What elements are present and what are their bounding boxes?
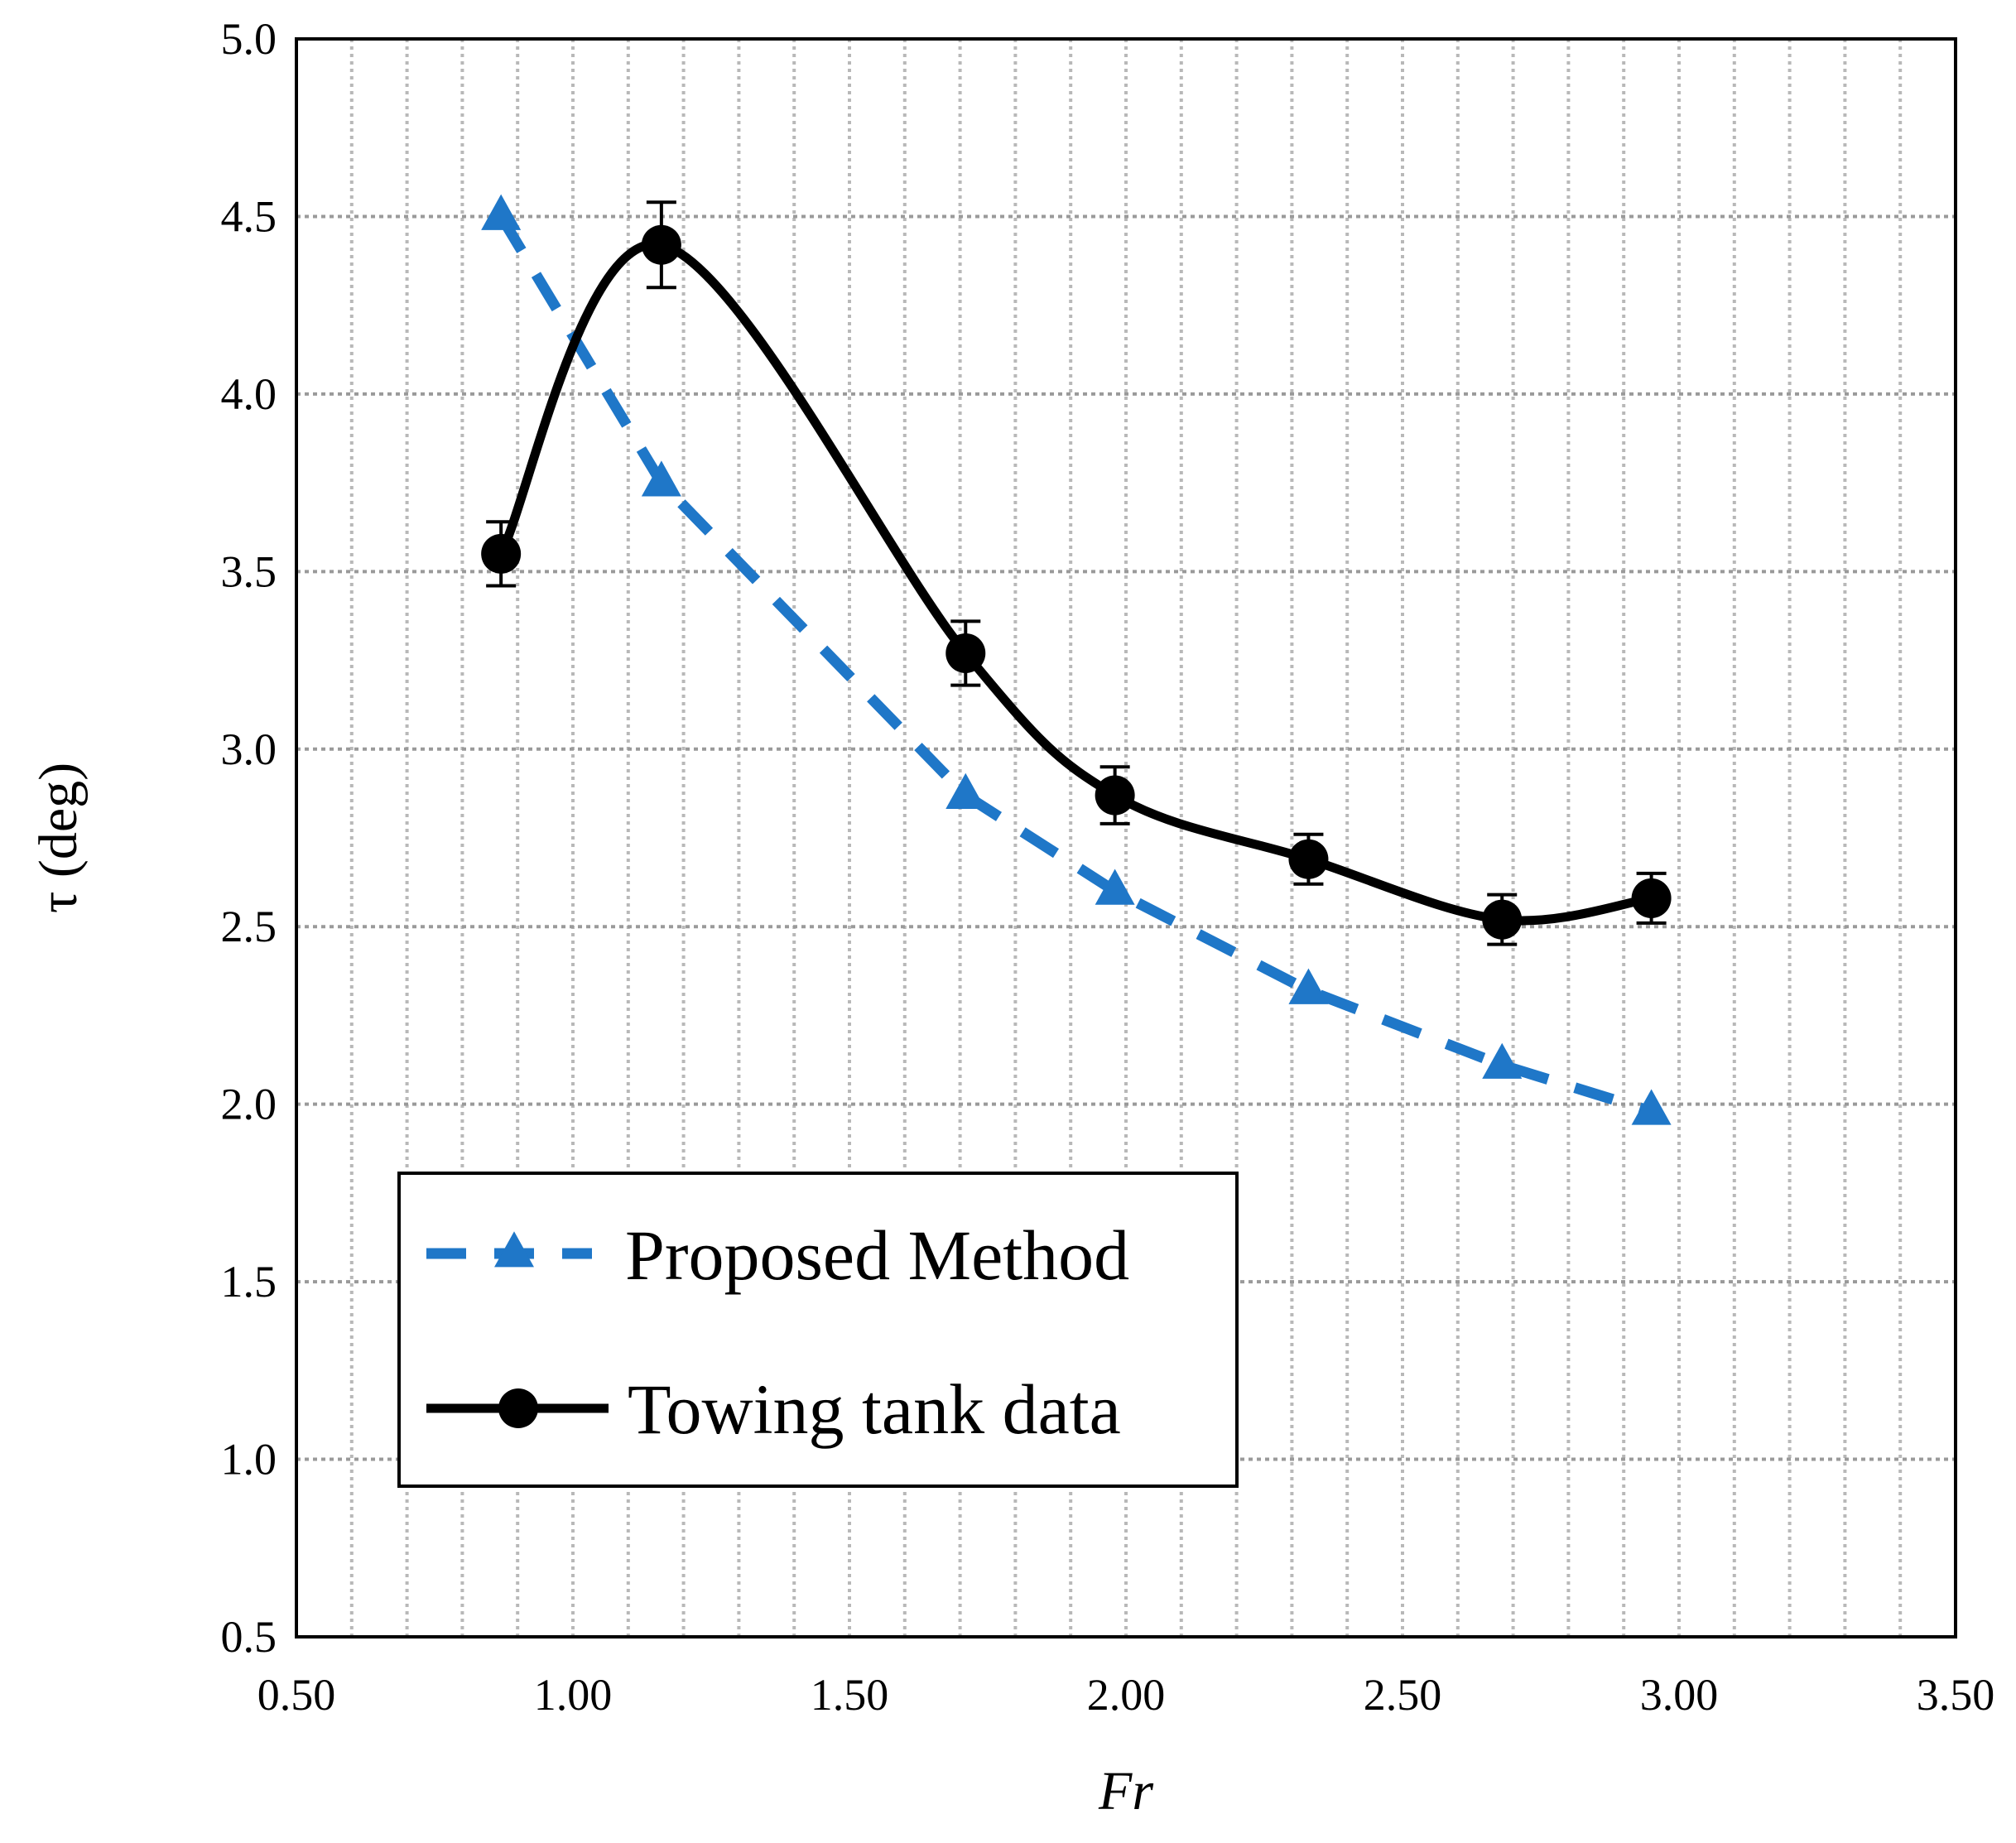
data-point-proposed-method bbox=[1095, 869, 1135, 905]
x-tick-label: 1.00 bbox=[534, 1670, 613, 1720]
data-point-proposed-method bbox=[945, 772, 986, 809]
x-tick-label: 3.50 bbox=[1917, 1670, 1995, 1720]
legend-label-towing-tank-data: Towing tank data bbox=[628, 1369, 1121, 1449]
legend-label-proposed-method: Proposed Method bbox=[625, 1215, 1129, 1295]
x-tick-label: 2.50 bbox=[1364, 1670, 1442, 1720]
plot-frame bbox=[295, 37, 1957, 1638]
y-tick-label: 3.0 bbox=[221, 724, 277, 774]
y-tick-label: 1.0 bbox=[221, 1435, 277, 1485]
x-tick-label: 1.50 bbox=[811, 1670, 889, 1720]
x-tick-label: 2.00 bbox=[1087, 1670, 1166, 1720]
x-tick-label: 0.50 bbox=[257, 1670, 336, 1720]
plot-area bbox=[481, 194, 1672, 1125]
y-tick-label: 2.0 bbox=[221, 1080, 277, 1129]
data-point-towing-tank-data bbox=[641, 224, 681, 265]
data-point-towing-tank-data bbox=[1288, 839, 1329, 879]
data-point-proposed-method bbox=[1288, 968, 1329, 1004]
axes: 0.50 1.00 1.50 2.00 2.50 3.00 3.50 0.5 1.0 1.5 2.0… bbox=[28, 14, 1994, 1821]
y-axis-title: τ (deg) bbox=[28, 763, 89, 913]
data-point-proposed-method bbox=[481, 194, 522, 230]
y-tick-label: 5.0 bbox=[221, 14, 277, 64]
y-tick-label: 4.5 bbox=[221, 191, 277, 241]
data-point-proposed-method bbox=[1631, 1089, 1672, 1125]
data-point-towing-tank-data bbox=[1482, 899, 1523, 940]
legend-box bbox=[397, 1172, 1239, 1488]
y-tick-label: 0.5 bbox=[221, 1612, 277, 1662]
legend-marker-towing-tank-data bbox=[498, 1388, 538, 1428]
y-tick-label: 2.5 bbox=[221, 902, 277, 951]
data-point-towing-tank-data bbox=[1631, 878, 1672, 918]
y-tick-label: 4.0 bbox=[221, 369, 277, 419]
legend-marker-proposed-method bbox=[494, 1231, 534, 1268]
legend: Proposed Method Towing tank data bbox=[397, 1172, 1239, 1488]
x-tick-label: 3.00 bbox=[1640, 1670, 1719, 1720]
data-point-proposed-method bbox=[641, 460, 681, 497]
data-point-proposed-method bbox=[1482, 1042, 1523, 1079]
y-tick-label: 3.5 bbox=[221, 546, 277, 596]
x-axis-title: Fr bbox=[1098, 1761, 1153, 1821]
series-line-proposed-method bbox=[496, 214, 1653, 1117]
series-line-towing-tank-data bbox=[497, 239, 1653, 926]
y-tick-label: 1.5 bbox=[221, 1257, 277, 1306]
data-point-towing-tank-data bbox=[1095, 775, 1135, 816]
data-point-towing-tank-data bbox=[945, 633, 986, 673]
data-point-towing-tank-data bbox=[481, 533, 522, 574]
